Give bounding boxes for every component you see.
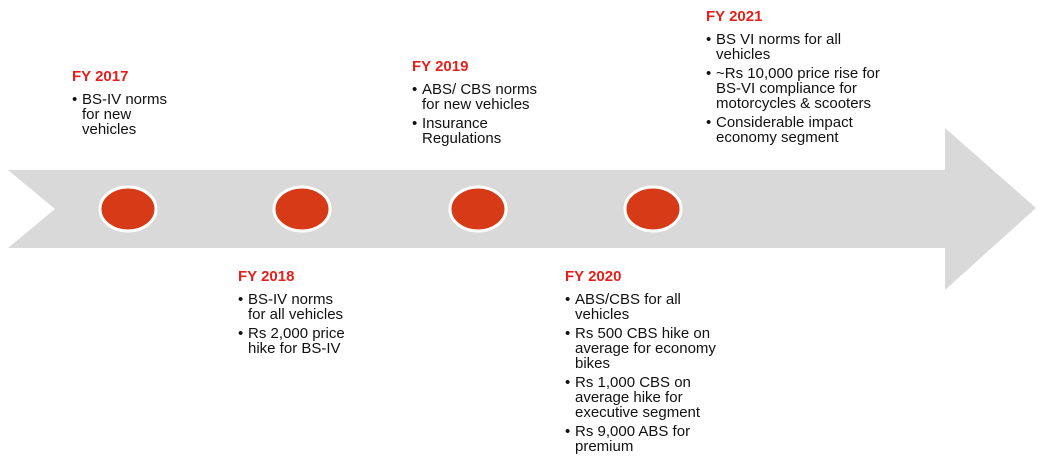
bullet-text: Rs 9,000 ABS for premium <box>575 423 691 455</box>
milestone-title: FY 2018 <box>238 268 295 285</box>
milestone-markers <box>98 185 683 233</box>
bullet-dot: • <box>412 115 418 132</box>
bullet-item: • BS-IV norms for new vehicles <box>72 92 167 137</box>
bullet-item: • ABS/CBS for all vehicles <box>565 292 716 322</box>
bullet-item: • Rs 500 CBS hike on average for economy … <box>565 326 716 371</box>
milestone-title: FY 2017 <box>72 68 129 85</box>
bullet-text: BS-IV norms for new vehicles <box>82 91 168 138</box>
bullet-dot: • <box>238 291 244 308</box>
arrow <box>8 128 1036 290</box>
bullet-dot: • <box>706 31 712 48</box>
bullet-item: • Rs 2,000 price hike for BS-IV <box>238 326 345 356</box>
bullet-dot: • <box>72 91 78 108</box>
bullet-item: • Rs 1,000 CBS on average hike for execut… <box>565 375 716 420</box>
milestone: FY 2020 • ABS/CBS for all vehicles • Rs 500 … <box>565 268 716 458</box>
milestone-dot <box>448 185 508 233</box>
milestone: FY 2018 • BS-IV norms for all vehicles • Rs … <box>238 268 345 360</box>
milestone: FY 2019 • ABS/ CBS norms for new vehicles •… <box>412 58 537 150</box>
bullet-text: ABS/ CBS norms for new vehicles <box>422 81 538 113</box>
bullet-item: • Considerable impact economy segment <box>706 115 880 145</box>
bullet-dot: • <box>706 65 712 82</box>
bullet-text: ABS/CBS for all vehicles <box>575 291 681 323</box>
bullet-text: ~Rs 10,000 price rise for BS-VI complian… <box>716 65 880 112</box>
bullet-item: • Insurance Regulations <box>412 116 537 146</box>
bullet-text: Rs 2,000 price hike for BS-IV <box>248 325 345 357</box>
bullet-text: Rs 500 CBS hike on average for economy b… <box>575 325 716 372</box>
bullet-text: Rs 1,000 CBS on average hike for executi… <box>575 374 701 421</box>
milestone-title: FY 2020 <box>565 268 622 285</box>
bullet-item: • BS-IV norms for all vehicles <box>238 292 345 322</box>
bullet-item: • Rs 9,000 ABS for premium <box>565 424 716 454</box>
bullet-dot: • <box>565 423 571 440</box>
bullet-dot: • <box>565 374 571 391</box>
milestone-dot <box>272 185 332 233</box>
bullet-item: • BS VI norms for all vehicles <box>706 32 880 62</box>
bullet-item: • ABS/ CBS norms for new vehicles <box>412 82 537 112</box>
bullet-dot: • <box>565 325 571 342</box>
bullet-text: Insurance Regulations <box>422 115 502 147</box>
bullet-dot: • <box>565 291 571 308</box>
milestone-title: FY 2021 <box>706 8 763 25</box>
milestone: FY 2017 • BS-IV norms for new vehicles <box>72 68 167 141</box>
milestone-dot <box>98 185 158 233</box>
bullet-dot: • <box>706 114 712 131</box>
milestone-dot <box>623 185 683 233</box>
bullet-dot: • <box>238 325 244 342</box>
bullet-text: BS-IV norms for all vehicles <box>248 291 344 323</box>
bullet-text: BS VI norms for all vehicles <box>716 31 842 63</box>
milestone-title: FY 2019 <box>412 58 469 75</box>
bullet-dot: • <box>412 81 418 98</box>
milestone: FY 2021 • BS VI norms for all vehicles • ~Rs… <box>706 8 880 149</box>
bullet-text: Considerable impact economy segment <box>716 114 853 146</box>
bullet-item: • ~Rs 10,000 price rise for BS-VI complia… <box>706 66 880 111</box>
